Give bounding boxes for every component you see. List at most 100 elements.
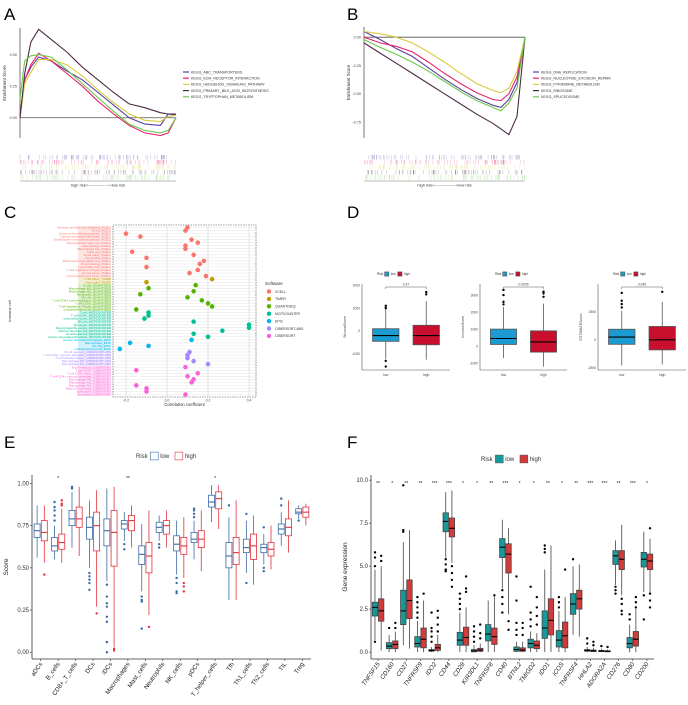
row-label: Myeloid dendritic cell_MCPCOUNTER — [58, 329, 111, 333]
data-point — [193, 282, 198, 288]
outlier-point — [436, 630, 439, 633]
row-label: NK cell_MCPCOUNTER — [77, 320, 111, 324]
data-point — [183, 246, 188, 252]
outlier-point — [112, 649, 116, 652]
outlier-point — [227, 504, 231, 507]
outlier-point — [430, 640, 433, 644]
legend-label: high — [404, 272, 410, 276]
legend-label: low — [391, 272, 396, 276]
outlier-point — [88, 578, 91, 581]
significance-mark: * — [214, 476, 216, 482]
data-point — [203, 273, 209, 279]
gsea-plot-B: 0.00 -0.25 -0.50 -0.75 Enrichment Score KEGG_… — [346, 27, 611, 188]
legend-label: KEGG_PRIMARY_BILE_ACID_BIOSYNTHESIS — [191, 89, 269, 93]
box — [505, 543, 512, 574]
legend-label: KEGG_HEDGEHOG_SIGNALING_PATHWAY — [191, 83, 265, 87]
x-tick-label: CD44 — [438, 661, 453, 678]
legend-label: MCPCOUNTER — [275, 312, 301, 316]
outlier-point — [648, 527, 652, 530]
box — [250, 533, 257, 560]
software-band — [78, 365, 111, 397]
gsea-plot-A: 0.50 0.25 0.00 Enrichment Score KEGG_ABC_TRA… — [2, 28, 269, 188]
row-label: Endothelial cell_MCPCOUNTER — [66, 332, 111, 336]
data-point — [142, 316, 147, 321]
software-band — [78, 225, 111, 278]
outlier-point — [70, 485, 74, 489]
outlier-point — [444, 570, 447, 573]
row-label: uncharacterized cell_EPIC — [75, 347, 112, 351]
row-label: Macrophage M1_XCELL — [77, 247, 111, 251]
legend-label: KEGG_RIBOSOME — [541, 89, 573, 93]
y-tick-label: 1.00 — [17, 481, 29, 487]
y-tick-label: 0.00 — [354, 35, 361, 39]
outlier-point — [542, 290, 545, 293]
outlier-point — [592, 640, 595, 644]
x-tick-label: CD276 — [605, 661, 622, 681]
y-axis-title: Enrichment Score — [2, 65, 7, 101]
outlier-point — [535, 606, 539, 609]
y-axis-title: ImmuneScore — [461, 316, 465, 338]
software-band — [78, 277, 111, 284]
outlier-point — [394, 626, 397, 630]
y-tick-label: 2000 — [353, 283, 361, 287]
outlier-point — [521, 626, 524, 630]
y-tick-label: 3000 — [471, 293, 479, 297]
data-point — [189, 337, 194, 343]
outlier-point — [88, 581, 91, 585]
outlier-point — [157, 543, 161, 546]
significance-mark: ** — [419, 481, 423, 487]
outlier-point — [450, 564, 454, 568]
x-tick-label: DCs — [84, 661, 97, 675]
outlier-point — [529, 585, 532, 588]
outlier-point — [394, 621, 397, 625]
outlier-point — [557, 606, 561, 609]
outlier-point — [416, 616, 419, 619]
box — [555, 630, 563, 648]
row-label: T cell_MCPCOUNTER — [80, 311, 112, 315]
outlier-point — [95, 612, 98, 615]
x-tick-label: 0.0 — [165, 399, 170, 403]
data-point — [146, 343, 151, 349]
legend-swatch-high — [633, 271, 639, 277]
outlier-point — [614, 589, 617, 592]
significance-mark: ** — [376, 481, 380, 487]
outlier-point — [507, 619, 510, 623]
outlier-point — [140, 595, 143, 598]
row-label: Mast cell activated_CIBERSORT — [66, 387, 111, 391]
box — [485, 624, 492, 642]
series-line — [363, 36, 526, 102]
box — [462, 626, 470, 646]
outlier-point — [43, 573, 46, 576]
x-tick-label: high — [659, 373, 666, 377]
box — [225, 542, 233, 569]
legend-swatch-low — [502, 271, 508, 277]
outlier-point — [502, 288, 505, 292]
legend-label: KEGG_ABC_TRANSPORTERS — [191, 70, 243, 74]
x-tick-label: -0.2 — [123, 399, 129, 403]
outlier-point — [105, 651, 109, 654]
data-point — [209, 304, 215, 309]
y-tick-label: 0 — [594, 338, 596, 342]
row-label: T cell regulatory (Tregs)_XCELL — [67, 268, 111, 272]
data-point — [185, 373, 190, 379]
software-band — [78, 283, 111, 311]
box — [232, 537, 240, 565]
outlier-point — [634, 601, 638, 604]
row-label: Macrophage M1_CIBERSORT-ABS — [62, 362, 111, 366]
outlier-point — [444, 568, 447, 571]
outlier-point — [384, 306, 387, 310]
x-tick-label: TIL — [278, 661, 289, 673]
outlier-point — [557, 595, 561, 599]
box — [371, 601, 379, 617]
data-point — [205, 361, 211, 367]
data-point — [195, 267, 201, 273]
outlier-point — [543, 544, 546, 547]
legend-label: XCELL — [275, 290, 286, 294]
outlier-point — [416, 595, 419, 599]
outlier-point — [123, 543, 126, 546]
outlier-point — [620, 597, 623, 601]
legend-title: Risk — [377, 272, 384, 276]
outlier-point — [379, 559, 383, 563]
row-label: uncharacterized cell_QUANTISEQ — [64, 308, 112, 312]
outlier-point — [614, 585, 617, 588]
